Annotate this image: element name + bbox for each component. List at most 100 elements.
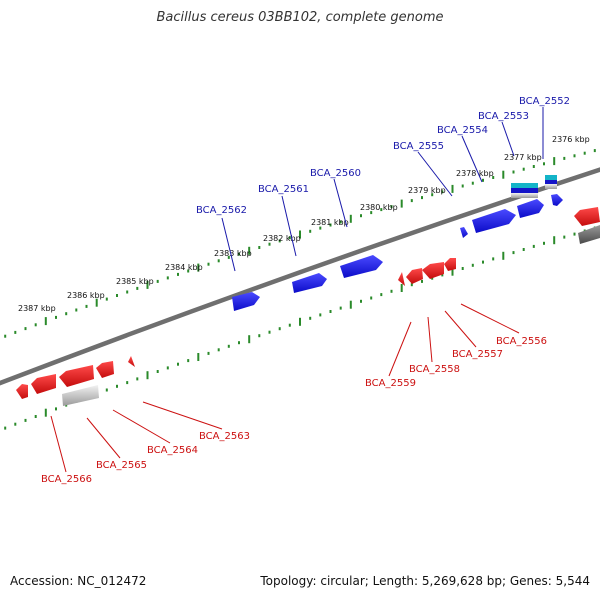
minor-tick xyxy=(187,359,190,363)
gene-label[interactable]: BCA_2553 xyxy=(478,111,529,122)
minor-tick xyxy=(563,156,566,160)
gene-block-light-blue[interactable] xyxy=(511,183,538,188)
gene-label[interactable]: BCA_2557 xyxy=(452,349,503,360)
gene-label[interactable]: BCA_2566 xyxy=(41,474,92,485)
minor-tick xyxy=(217,259,220,263)
minor-tick xyxy=(360,214,362,218)
minor-tick xyxy=(217,348,220,352)
minor-tick xyxy=(583,151,586,155)
minor-tick xyxy=(55,407,57,411)
gene-label[interactable]: BCA_2561 xyxy=(258,184,309,195)
gene-label[interactable]: BCA_2556 xyxy=(496,336,547,347)
gene-arrow[interactable] xyxy=(292,273,327,293)
genome-backbone xyxy=(0,167,600,386)
gene-label[interactable]: BCA_2562 xyxy=(196,205,247,216)
minor-tick xyxy=(390,205,393,209)
scale-label: 2385 kbp xyxy=(116,277,154,286)
gene-label[interactable]: BCA_2559 xyxy=(365,378,416,389)
minor-tick xyxy=(227,255,230,259)
minor-tick xyxy=(258,246,261,249)
gene-label[interactable]: BCA_2564 xyxy=(147,445,198,456)
minor-tick xyxy=(34,415,37,418)
map-title: Bacillus cereus 03BB102, complete genome xyxy=(156,10,444,25)
minor-tick xyxy=(105,388,108,392)
gene-arrow[interactable] xyxy=(128,356,135,367)
minor-tick xyxy=(116,294,118,297)
gene-arrow[interactable] xyxy=(16,384,28,399)
gene-block-gray[interactable] xyxy=(62,385,99,406)
minor-tick xyxy=(482,260,484,264)
gene-arrow[interactable] xyxy=(232,292,260,311)
minor-tick xyxy=(471,263,474,267)
major-tick xyxy=(400,199,403,208)
major-tick xyxy=(400,284,403,292)
gene-block-dark[interactable] xyxy=(578,225,600,244)
gene-block-light-blue[interactable] xyxy=(545,175,557,180)
major-tick xyxy=(502,251,505,260)
gene-label[interactable]: BCA_2560 xyxy=(310,168,361,179)
minor-tick xyxy=(4,426,7,430)
minor-tick xyxy=(532,165,535,168)
minor-tick xyxy=(543,241,545,245)
forward-gene-labels: BCA_2562 BCA_2561 BCA_2560 BCA_2555 BCA_… xyxy=(196,96,570,272)
minor-tick xyxy=(105,297,108,301)
label-leader xyxy=(221,217,236,272)
gene-block-gray[interactable] xyxy=(545,184,557,189)
gene-label[interactable]: BCA_2555 xyxy=(393,141,444,152)
minor-tick xyxy=(14,422,17,426)
major-tick xyxy=(553,236,556,245)
label-leader xyxy=(142,401,223,430)
minor-tick xyxy=(75,308,78,312)
gene-arrow[interactable] xyxy=(31,374,56,394)
gene-block-dark-blue[interactable] xyxy=(511,188,538,193)
minor-tick xyxy=(390,289,393,293)
gene-label[interactable]: BCA_2563 xyxy=(199,431,250,442)
minor-tick xyxy=(126,381,129,385)
major-tick xyxy=(299,317,301,326)
minor-tick xyxy=(573,232,576,236)
gene-label[interactable]: BCA_2554 xyxy=(437,125,488,136)
minor-tick xyxy=(461,184,464,188)
minor-tick xyxy=(177,272,179,276)
gene-arrow[interactable] xyxy=(444,258,456,271)
minor-tick xyxy=(319,226,322,230)
gene-label[interactable]: BCA_2558 xyxy=(409,364,460,375)
gene-arrow[interactable] xyxy=(460,227,468,238)
gene-block-dark-blue[interactable] xyxy=(545,180,557,184)
gene-block-gray[interactable] xyxy=(511,193,538,198)
minor-tick xyxy=(410,283,413,287)
gene-label[interactable]: BCA_2565 xyxy=(96,460,147,471)
gene-arrow[interactable] xyxy=(59,365,94,387)
gene-arrow[interactable] xyxy=(398,272,405,286)
gene-arrow[interactable] xyxy=(472,209,516,233)
gene-arrow[interactable] xyxy=(340,255,383,278)
minor-tick xyxy=(563,235,566,239)
minor-tick xyxy=(268,330,271,334)
minor-tick xyxy=(441,273,444,277)
gene-arrow[interactable] xyxy=(406,268,423,284)
label-leader xyxy=(501,121,515,157)
major-tick xyxy=(146,371,149,380)
minor-tick xyxy=(492,257,495,261)
major-tick xyxy=(502,170,505,179)
minor-tick xyxy=(329,223,332,227)
gene-arrow[interactable] xyxy=(96,361,114,378)
gene-arrow[interactable] xyxy=(517,199,544,218)
gene-arrow[interactable] xyxy=(422,262,444,279)
label-leader xyxy=(461,135,483,183)
gene-label[interactable]: BCA_2552 xyxy=(519,96,570,107)
minor-tick xyxy=(593,149,596,153)
accession-text: Accession: NC_012472 xyxy=(10,574,147,588)
scale-label: 2381 kbp xyxy=(311,218,349,227)
gene-arrow[interactable] xyxy=(551,194,563,206)
scale-label: 2387 kbp xyxy=(18,304,56,313)
minor-tick xyxy=(461,267,464,270)
minor-tick xyxy=(166,276,169,280)
minor-tick xyxy=(309,316,312,320)
minor-tick xyxy=(177,362,179,366)
gene-arrow[interactable] xyxy=(574,207,600,226)
minor-tick xyxy=(207,351,210,355)
minor-tick xyxy=(431,193,434,197)
minor-tick xyxy=(370,211,373,215)
